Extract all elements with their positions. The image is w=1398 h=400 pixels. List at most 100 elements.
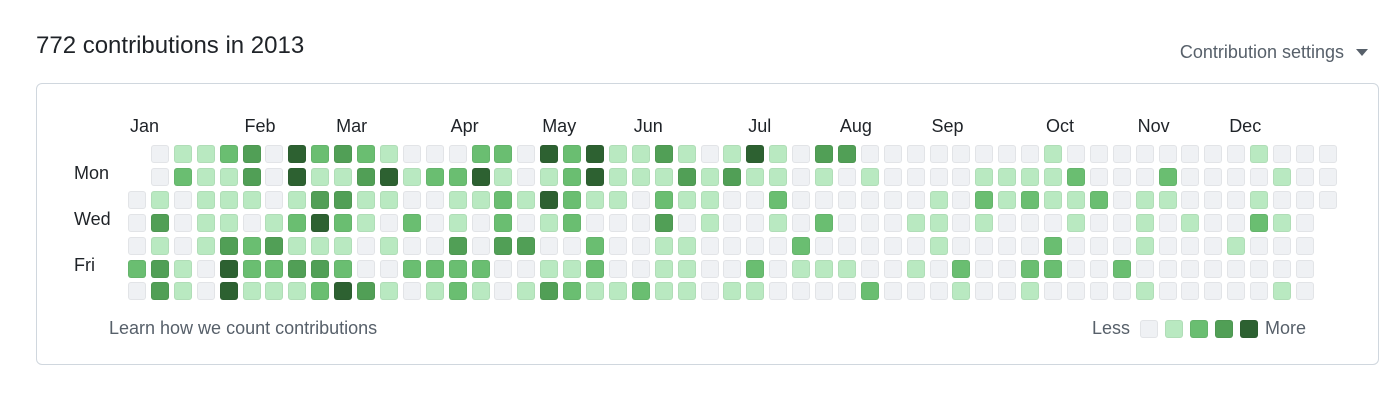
contribution-day-cell[interactable] (746, 167, 765, 186)
contribution-day-cell[interactable] (1273, 213, 1291, 232)
contribution-day-cell[interactable] (1135, 236, 1154, 255)
contribution-day-cell[interactable] (1089, 213, 1108, 232)
contribution-day-cell[interactable] (265, 213, 284, 232)
contribution-day-cell[interactable] (815, 167, 833, 186)
contribution-day-cell[interactable] (654, 213, 673, 232)
contribution-day-cell[interactable] (1204, 282, 1223, 301)
contribution-day-cell[interactable] (219, 213, 238, 232)
contribution-day-cell[interactable] (517, 259, 536, 278)
contribution-day-cell[interactable] (952, 167, 971, 186)
contribution-day-cell[interactable] (494, 190, 513, 209)
contribution-day-cell[interactable] (1135, 167, 1154, 186)
contribution-day-cell[interactable] (586, 282, 604, 301)
contribution-day-cell[interactable] (150, 190, 169, 209)
contribution-day-cell[interactable] (906, 282, 925, 301)
contribution-day-cell[interactable] (1135, 213, 1154, 232)
contribution-day-cell[interactable] (1295, 167, 1314, 186)
contribution-day-cell[interactable] (1158, 145, 1177, 163)
contribution-day-cell[interactable] (1135, 259, 1154, 278)
contribution-day-cell[interactable] (815, 236, 833, 255)
contribution-day-cell[interactable] (128, 259, 146, 278)
contribution-day-cell[interactable] (952, 145, 971, 163)
contribution-day-cell[interactable] (1227, 190, 1246, 209)
contribution-day-cell[interactable] (975, 282, 994, 301)
contribution-day-cell[interactable] (150, 213, 169, 232)
contribution-day-cell[interactable] (150, 236, 169, 255)
contribution-day-cell[interactable] (1273, 236, 1291, 255)
contribution-day-cell[interactable] (815, 259, 833, 278)
contribution-day-cell[interactable] (1250, 236, 1269, 255)
contribution-day-cell[interactable] (1044, 167, 1062, 186)
contribution-day-cell[interactable] (837, 167, 856, 186)
contribution-day-cell[interactable] (196, 282, 215, 301)
contribution-day-cell[interactable] (952, 213, 971, 232)
contribution-day-cell[interactable] (631, 167, 650, 186)
contribution-day-cell[interactable] (242, 145, 261, 163)
contribution-day-cell[interactable] (883, 213, 902, 232)
contribution-day-cell[interactable] (196, 167, 215, 186)
contribution-day-cell[interactable] (540, 167, 559, 186)
contribution-day-cell[interactable] (311, 236, 330, 255)
contribution-day-cell[interactable] (1021, 213, 1040, 232)
contribution-day-cell[interactable] (265, 167, 284, 186)
contribution-day-cell[interactable] (494, 167, 513, 186)
contribution-day-cell[interactable] (219, 236, 238, 255)
contribution-day-cell[interactable] (998, 236, 1017, 255)
contribution-day-cell[interactable] (769, 213, 788, 232)
contribution-day-cell[interactable] (1135, 145, 1154, 163)
contribution-day-cell[interactable] (173, 282, 192, 301)
contribution-day-cell[interactable] (357, 145, 375, 163)
contribution-day-cell[interactable] (906, 145, 925, 163)
contribution-day-cell[interactable] (723, 145, 742, 163)
contribution-day-cell[interactable] (1181, 259, 1200, 278)
contribution-day-cell[interactable] (448, 145, 467, 163)
contribution-day-cell[interactable] (700, 259, 719, 278)
contribution-day-cell[interactable] (471, 145, 490, 163)
contribution-day-cell[interactable] (334, 259, 353, 278)
contribution-day-cell[interactable] (883, 190, 902, 209)
contribution-day-cell[interactable] (471, 190, 490, 209)
contribution-day-cell[interactable] (288, 167, 307, 186)
contribution-day-cell[interactable] (837, 213, 856, 232)
contribution-day-cell[interactable] (792, 259, 811, 278)
contribution-day-cell[interactable] (1295, 282, 1314, 301)
contribution-day-cell[interactable] (334, 145, 353, 163)
contribution-day-cell[interactable] (379, 236, 398, 255)
contribution-day-cell[interactable] (952, 236, 971, 255)
contribution-day-cell[interactable] (494, 282, 513, 301)
contribution-day-cell[interactable] (517, 190, 536, 209)
contribution-day-cell[interactable] (815, 145, 833, 163)
contribution-day-cell[interactable] (1066, 213, 1085, 232)
contribution-day-cell[interactable] (1089, 190, 1108, 209)
contribution-day-cell[interactable] (769, 282, 788, 301)
contribution-day-cell[interactable] (723, 236, 742, 255)
contribution-day-cell[interactable] (1204, 259, 1223, 278)
contribution-day-cell[interactable] (219, 167, 238, 186)
contribution-day-cell[interactable] (860, 282, 879, 301)
contribution-day-cell[interactable] (1273, 190, 1291, 209)
contribution-day-cell[interactable] (1158, 213, 1177, 232)
contribution-day-cell[interactable] (448, 259, 467, 278)
contribution-day-cell[interactable] (929, 190, 948, 209)
contribution-day-cell[interactable] (998, 259, 1017, 278)
contribution-day-cell[interactable] (608, 213, 627, 232)
contribution-day-cell[interactable] (471, 236, 490, 255)
contribution-day-cell[interactable] (379, 167, 398, 186)
contribution-day-cell[interactable] (860, 236, 879, 255)
contribution-day-cell[interactable] (1089, 167, 1108, 186)
contribution-day-cell[interactable] (1066, 190, 1085, 209)
contribution-day-cell[interactable] (1204, 236, 1223, 255)
contribution-day-cell[interactable] (975, 213, 994, 232)
contribution-day-cell[interactable] (746, 145, 765, 163)
contribution-day-cell[interactable] (929, 282, 948, 301)
contribution-day-cell[interactable] (746, 236, 765, 255)
contribution-day-cell[interactable] (1227, 282, 1246, 301)
contribution-day-cell[interactable] (288, 236, 307, 255)
contribution-day-cell[interactable] (700, 190, 719, 209)
contribution-day-cell[interactable] (586, 236, 604, 255)
contribution-day-cell[interactable] (1295, 236, 1314, 255)
contribution-day-cell[interactable] (769, 190, 788, 209)
contribution-day-cell[interactable] (1318, 167, 1337, 186)
contribution-day-cell[interactable] (448, 236, 467, 255)
contribution-day-cell[interactable] (654, 145, 673, 163)
